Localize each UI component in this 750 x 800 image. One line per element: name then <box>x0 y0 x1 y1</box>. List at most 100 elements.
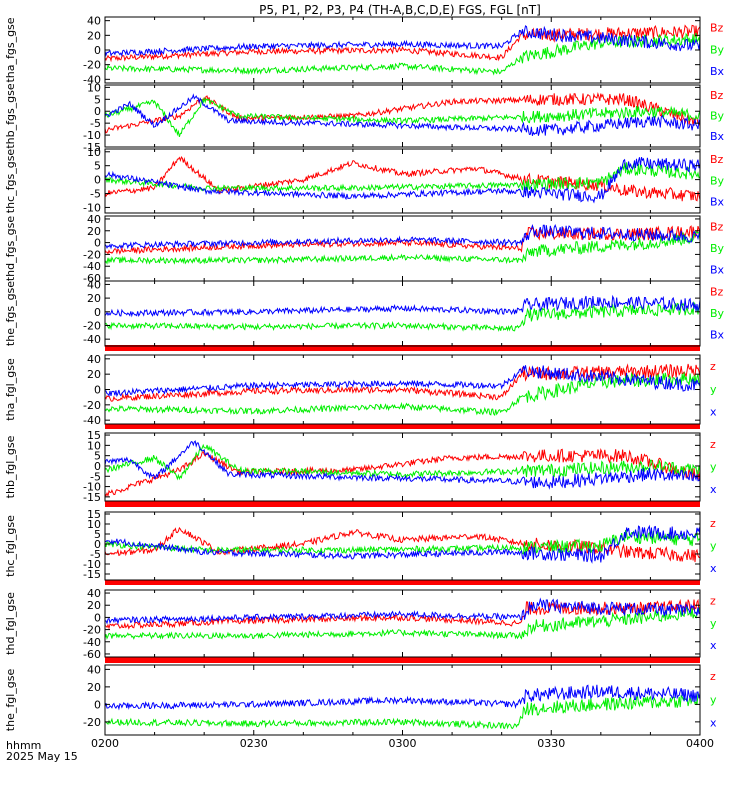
legend-label-By: By <box>710 242 725 255</box>
series-line-x <box>105 684 700 711</box>
y-tick-label: 0 <box>94 237 101 250</box>
y-tick-label: -20 <box>83 624 101 637</box>
series-line-By <box>105 230 700 265</box>
series-line-y <box>105 372 700 417</box>
legend-label-x: x <box>710 406 717 419</box>
series-line-z <box>105 363 700 402</box>
y-axis-label: thd_fgs_gse <box>4 216 17 282</box>
x-tick-label: 0200 <box>91 737 119 750</box>
y-tick-label: 0 <box>94 384 101 397</box>
panel-frame <box>104 589 701 658</box>
series-line-By <box>105 300 700 332</box>
y-tick-label: -5 <box>90 470 101 483</box>
legend-label-x: x <box>710 639 717 652</box>
series-line-x <box>105 440 700 490</box>
series-line-y <box>105 692 700 730</box>
series-line-x <box>105 524 700 564</box>
y-tick-label: -10 <box>83 201 101 214</box>
legend-label-x: x <box>710 483 717 496</box>
series-line-Bx <box>105 157 700 204</box>
x-tick-label: 0300 <box>389 737 417 750</box>
y-tick-label: 5 <box>94 160 101 173</box>
y-axis-label: the_fgl_gse <box>4 669 17 732</box>
y-tick-label: 40 <box>87 15 101 28</box>
series-line-Bz <box>105 225 700 255</box>
legend-label-Bx: Bx <box>710 130 725 143</box>
y-tick-label: 20 <box>87 29 101 42</box>
y-tick-label: -20 <box>83 319 101 332</box>
y-axis-label: tha_fgl_gse <box>4 358 17 421</box>
y-tick-label: 10 <box>87 146 101 159</box>
y-tick-label: -15 <box>83 491 101 504</box>
legend-label-Bz: Bz <box>710 22 724 35</box>
y-tick-label: -40 <box>83 414 101 427</box>
y-tick-label: 0 <box>94 611 101 624</box>
y-tick-label: -20 <box>83 59 101 72</box>
panel-separator-bar <box>105 424 700 429</box>
legend-label-Bz: Bz <box>710 220 724 233</box>
y-tick-label: 20 <box>87 681 101 694</box>
y-tick-label: 0 <box>94 460 101 473</box>
panel-separator-bar <box>105 580 700 585</box>
legend-label-Bx: Bx <box>710 195 725 208</box>
y-tick-label: 20 <box>87 368 101 381</box>
series-line-By <box>105 32 700 76</box>
y-tick-label: 5 <box>94 450 101 463</box>
y-tick-label: 10 <box>87 518 101 531</box>
legend-label-z: z <box>710 517 716 530</box>
y-axis-label: thc_fgs_gse <box>4 149 17 214</box>
y-tick-label: -20 <box>83 399 101 412</box>
legend-label-By: By <box>710 307 725 320</box>
legend-label-Bz: Bz <box>710 153 724 166</box>
series-line-By <box>105 162 700 193</box>
panel-separator-bar <box>105 657 700 663</box>
x-axis-label-line1: hhmm <box>6 739 41 752</box>
legend-label-z: z <box>710 670 716 683</box>
legend-label-y: y <box>710 383 717 396</box>
y-tick-label: 40 <box>87 213 101 226</box>
y-tick-label: -40 <box>83 260 101 273</box>
legend-label-Bz: Bz <box>710 285 724 298</box>
legend-label-y: y <box>710 693 717 706</box>
legend-label-Bx: Bx <box>710 263 725 276</box>
x-axis: 0200 0230 0300 0330 0400 <box>91 737 714 750</box>
x-tick-label: 0330 <box>537 737 565 750</box>
legend-label-x: x <box>710 716 717 729</box>
panel-the_fgl_gse: 40 20 0 -20 the_fgl_gse zyx <box>4 663 717 736</box>
chart-title: P5, P1, P2, P3, P4 (TH-A,B,C,D,E) FGS, F… <box>259 3 541 17</box>
legend-label-Bz: Bz <box>710 89 724 102</box>
y-tick-label: -5 <box>90 117 101 130</box>
legend-label-y: y <box>710 539 717 552</box>
series-line-x <box>105 597 700 626</box>
legend-label-By: By <box>710 43 725 56</box>
series-line-Bx <box>105 294 700 318</box>
y-tick-label: 0 <box>94 698 101 711</box>
y-tick-label: 20 <box>87 292 101 305</box>
y-tick-label: -40 <box>83 333 101 346</box>
y-axis-label: thd_fgl_gse <box>4 592 17 655</box>
y-tick-label: 10 <box>87 81 101 94</box>
panel-separator-bar <box>105 501 700 507</box>
legend-label-Bx: Bx <box>710 328 725 341</box>
y-tick-label: 40 <box>87 587 101 600</box>
y-tick-label: 0 <box>94 306 101 319</box>
y-tick-label: 15 <box>87 429 101 442</box>
series-line-x <box>105 365 700 398</box>
series-line-Bz <box>105 24 700 63</box>
y-tick-label: 20 <box>87 225 101 238</box>
x-tick-label: 0400 <box>686 737 714 750</box>
panel-frame <box>104 664 701 736</box>
series-line-Bx <box>105 223 700 250</box>
y-tick-label: -20 <box>83 716 101 729</box>
y-tick-label: 0 <box>94 174 101 187</box>
y-axis-label: thb_fgs_gse <box>4 83 17 149</box>
